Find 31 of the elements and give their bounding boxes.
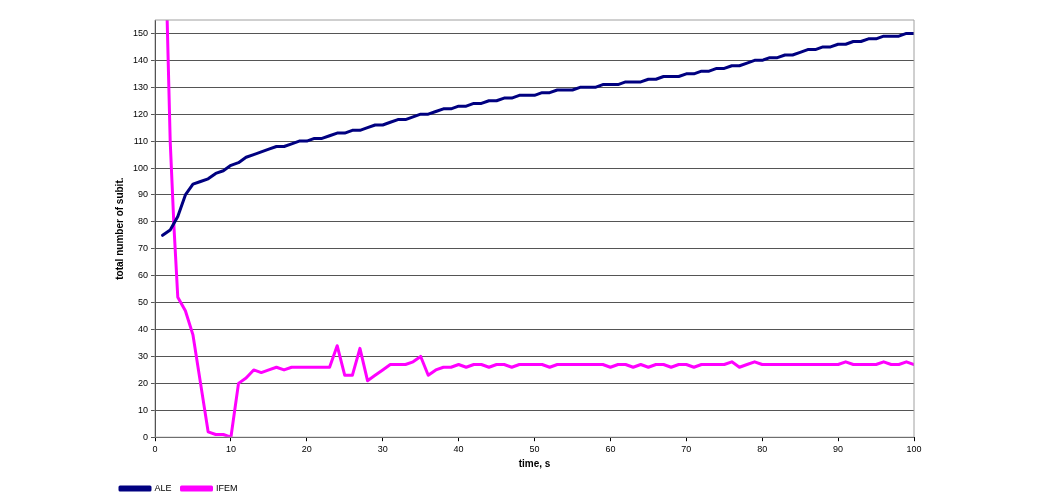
x-tick-label: 10 bbox=[225, 444, 236, 455]
x-tick-label: 90 bbox=[833, 444, 844, 455]
y-tick-label: 110 bbox=[133, 135, 149, 146]
x-tick-label: 80 bbox=[757, 444, 768, 455]
legend-label: ALE bbox=[154, 482, 172, 493]
x-tick-label: 100 bbox=[906, 444, 922, 455]
y-tick-label: 80 bbox=[138, 216, 149, 227]
x-tick-label: 50 bbox=[529, 444, 540, 455]
y-tick-label: 40 bbox=[138, 324, 149, 335]
y-tick-label: 20 bbox=[138, 377, 149, 388]
y-tick-label: 10 bbox=[138, 404, 149, 415]
y-tick-label: 130 bbox=[132, 81, 149, 92]
y-tick-label: 50 bbox=[138, 297, 149, 308]
x-tick-label: 60 bbox=[605, 444, 616, 455]
x-tick-label: 0 bbox=[152, 444, 158, 455]
y-axis-title: total number of subit. bbox=[113, 177, 125, 280]
y-tick-label: 120 bbox=[132, 108, 149, 119]
y-tick-label: 0 bbox=[143, 431, 149, 442]
x-tick-label: 70 bbox=[681, 444, 692, 455]
y-tick-label: 100 bbox=[132, 162, 149, 173]
y-tick-label: 140 bbox=[132, 54, 149, 65]
y-tick-label: 150 bbox=[132, 27, 149, 38]
x-axis-title: time, s bbox=[518, 457, 551, 469]
y-tick-label: 90 bbox=[138, 189, 149, 200]
y-tick-label: 60 bbox=[138, 270, 149, 281]
y-tick-label: 70 bbox=[138, 243, 149, 254]
y-tick-label: 30 bbox=[138, 350, 149, 361]
x-tick-label: 20 bbox=[301, 444, 312, 455]
legend-label: IFEM bbox=[216, 482, 238, 493]
x-tick-label: 30 bbox=[377, 444, 388, 455]
x-tick-label: 40 bbox=[453, 444, 464, 455]
